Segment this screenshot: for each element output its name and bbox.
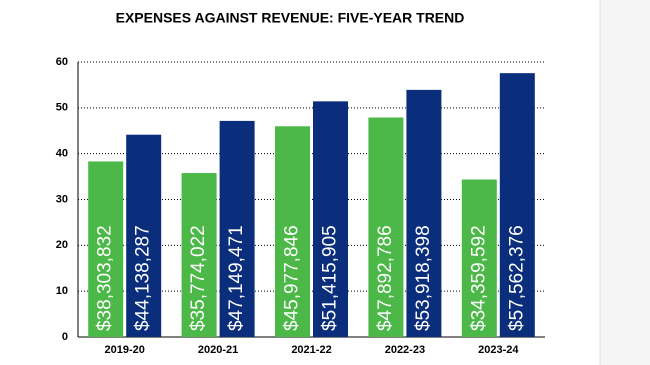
bar xyxy=(126,134,162,337)
value-label: $47,892,786 xyxy=(375,225,396,331)
bar xyxy=(499,73,535,338)
bar xyxy=(275,126,310,337)
bar xyxy=(406,89,442,337)
x-tick-label: 2019-20 xyxy=(105,344,145,356)
x-tick-label: 2020-21 xyxy=(198,344,238,356)
value-label: $34,359,592 xyxy=(468,225,489,331)
value-label: $51,415,905 xyxy=(320,225,341,331)
y-tick-label: 50 xyxy=(56,102,68,114)
value-label: $57,562,376 xyxy=(506,225,527,331)
bar xyxy=(313,101,348,337)
x-tick-label: 2022-23 xyxy=(385,344,425,356)
y-tick-label: 20 xyxy=(56,239,68,251)
bar xyxy=(219,120,255,337)
value-label: $35,774,022 xyxy=(188,225,209,331)
value-label: $45,977,846 xyxy=(282,225,303,331)
x-tick-label: 2023-24 xyxy=(478,344,519,356)
x-tick-label: 2021-22 xyxy=(291,344,331,356)
bar xyxy=(88,161,124,337)
value-label: $38,303,832 xyxy=(95,225,116,331)
y-tick-label: 30 xyxy=(56,193,68,205)
side-panel xyxy=(600,0,650,365)
bar xyxy=(461,179,497,337)
value-label: $44,138,287 xyxy=(133,225,154,331)
bar xyxy=(368,117,404,337)
y-tick-label: 60 xyxy=(56,56,68,68)
y-tick-label: 0 xyxy=(62,331,68,343)
bar xyxy=(181,173,217,337)
value-label: $53,918,398 xyxy=(413,225,434,331)
y-tick-label: 40 xyxy=(56,148,68,160)
y-tick-label: 10 xyxy=(56,285,68,297)
chart-title: EXPENSES AGAINST REVENUE: FIVE-YEAR TREN… xyxy=(116,10,465,26)
value-label: $47,149,471 xyxy=(226,225,247,331)
